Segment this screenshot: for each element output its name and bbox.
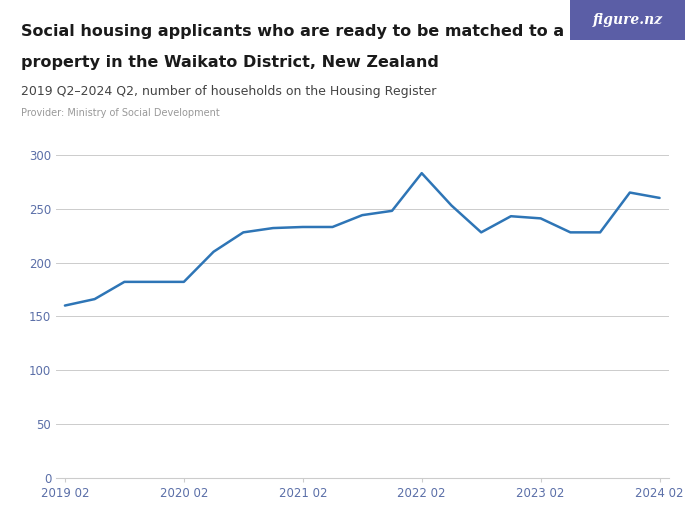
Text: Social housing applicants who are ready to be matched to a: Social housing applicants who are ready … (21, 24, 564, 39)
Text: 2019 Q2–2024 Q2, number of households on the Housing Register: 2019 Q2–2024 Q2, number of households on… (21, 85, 436, 98)
Text: Provider: Ministry of Social Development: Provider: Ministry of Social Development (21, 108, 220, 118)
Text: figure.nz: figure.nz (592, 13, 663, 27)
Text: property in the Waikato District, New Zealand: property in the Waikato District, New Ze… (21, 55, 439, 70)
